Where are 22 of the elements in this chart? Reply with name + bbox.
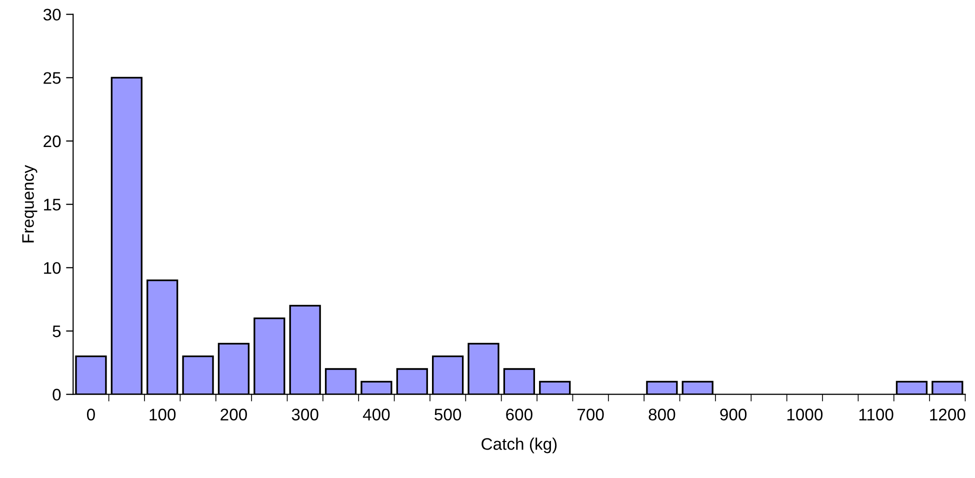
y-tick-label: 20 — [44, 135, 61, 148]
x-tick-label: 300 — [292, 408, 318, 420]
x-tick-label: 800 — [648, 408, 676, 420]
x-tick-label: 100 — [150, 408, 176, 420]
x-tick-label: 900 — [720, 408, 747, 420]
x-axis-title: Catch (kg) — [482, 438, 557, 454]
y-tick-label: 30 — [43, 8, 61, 21]
x-tick-label: 600 — [506, 408, 532, 420]
x-tick-label: 1000 — [787, 408, 823, 420]
y-tick-label: 10 — [44, 262, 61, 274]
x-tick-label: 400 — [362, 408, 390, 420]
y-tick-label: 25 — [44, 72, 61, 84]
x-tick-label: 0 — [86, 408, 95, 420]
y-tick-label: 0 — [52, 388, 61, 401]
y-tick-label: 15 — [44, 198, 61, 211]
x-tick-label: 700 — [578, 408, 604, 420]
y-axis-title: Frequency — [22, 165, 38, 242]
x-tick-label: 1200 — [930, 408, 966, 420]
x-tick-label: 500 — [434, 408, 462, 420]
y-tick-label: 5 — [52, 326, 61, 338]
x-tick-label: 1100 — [859, 408, 894, 420]
x-tick-label: 200 — [220, 408, 247, 420]
